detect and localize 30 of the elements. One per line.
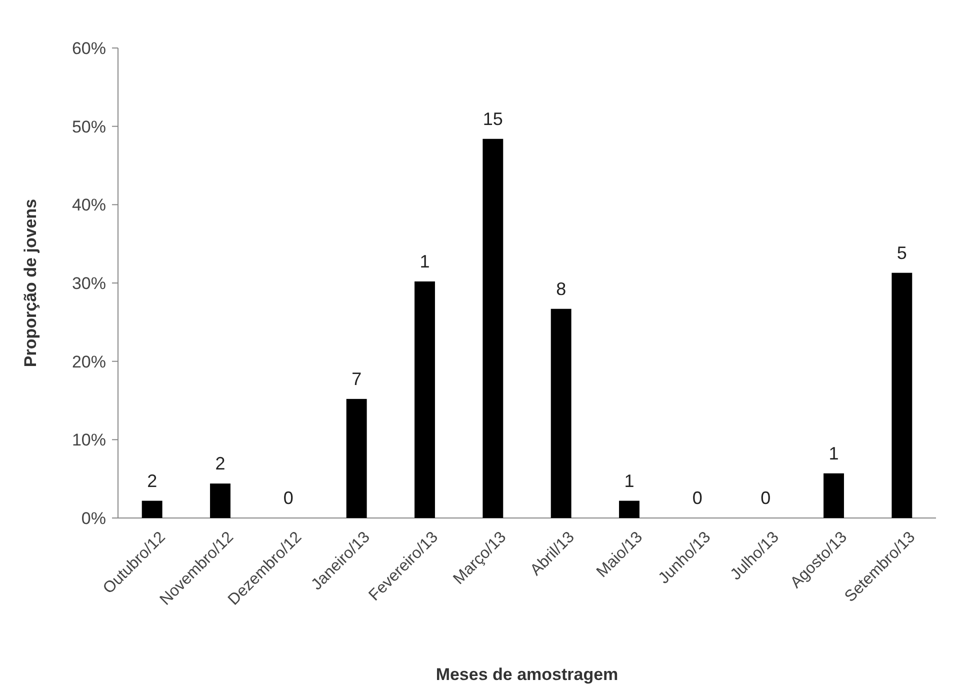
bar [414, 281, 435, 518]
y-tick-label: 40% [72, 196, 106, 215]
annotation: 0 [692, 488, 702, 508]
bar [142, 500, 162, 518]
x-axis-title: Meses de amostragem [436, 665, 618, 684]
annotation: 2 [215, 454, 226, 474]
annotation: 0 [283, 488, 294, 508]
y-axis-title: Proporção de jovens [21, 198, 40, 368]
y-tick-label: 30% [72, 274, 106, 293]
bar [619, 500, 640, 518]
y-tick-label: 10% [72, 430, 106, 450]
y-tick-label: 20% [72, 352, 106, 372]
annotation: 0 [760, 488, 771, 508]
bar [824, 473, 844, 518]
annotation: 1 [624, 470, 634, 491]
bar [482, 138, 504, 518]
annotation: 1 [420, 251, 430, 272]
annotation: 7 [352, 368, 362, 389]
annotation: 2 [147, 470, 158, 491]
bar [210, 484, 230, 518]
bar [892, 272, 912, 518]
annotation: 15 [482, 108, 503, 129]
annotation: 8 [556, 278, 566, 299]
y-tick-label: 0% [81, 508, 106, 528]
y-tick-label: 60% [72, 38, 106, 58]
annotation: 5 [896, 242, 907, 263]
y-tick-label: 50% [72, 117, 106, 136]
bar [346, 398, 367, 518]
annotation: 1 [828, 443, 839, 464]
bar [550, 308, 572, 518]
